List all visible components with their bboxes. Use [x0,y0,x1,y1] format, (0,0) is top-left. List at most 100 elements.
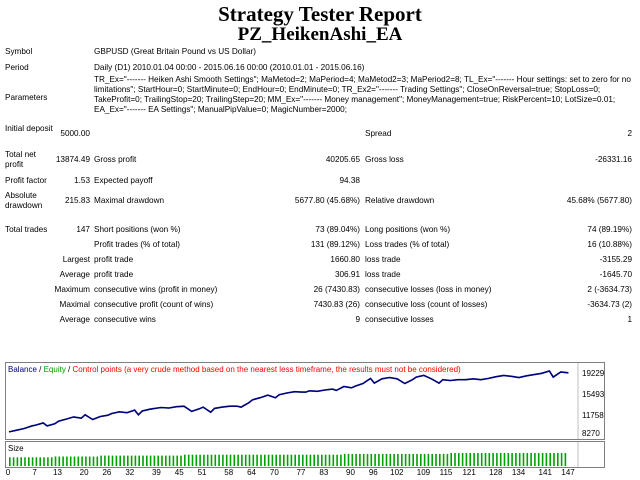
average-consecutive-losses-label: consecutive losses [365,315,434,324]
size-bar [218,454,220,466]
size-bar [168,455,171,466]
x-tick-label: 13 [53,468,62,477]
x-tick-label: 58 [224,468,234,477]
profit-trades-value: 131 (89.12%) [310,240,360,249]
size-bar [241,454,243,466]
period-value: Daily (D1) 2010.01.04 00:00 - 2015.06.16… [94,63,365,72]
size-bar [203,454,205,466]
legend-equity: Equity [43,365,66,374]
size-bar [439,453,441,466]
size-bar [12,457,15,466]
size-bar [107,455,110,466]
size-bar [309,454,312,466]
size-bar [206,454,209,466]
size-bar [488,453,491,466]
size-bar [324,454,327,466]
x-tick-label: 77 [296,468,306,477]
max-consecutive-wins-label: consecutive wins (profit in money) [94,285,218,294]
average-consecutive-losses-value: 1 [627,315,632,324]
size-bar [549,453,551,466]
average-consecutive-prefix: Average [59,315,90,324]
size-bar [142,455,144,466]
size-bar [332,454,335,466]
x-tick-label: 70 [269,468,279,477]
size-bar [47,457,49,466]
size-bar [127,455,129,466]
x-tick-label: 134 [511,468,526,477]
legend-separator: / [65,365,73,374]
size-bar [43,457,45,466]
equity-line [8,370,569,433]
spread-value: 2 [627,129,632,138]
loss-trades-value: 16 (10.88%) [587,240,632,249]
size-bar [553,453,555,466]
maximal-consecutive-profit-label: consecutive profit (count of wins) [94,300,214,309]
size-bar [92,456,95,466]
size-bar [492,453,494,466]
size-bar [252,454,255,466]
size-bar [54,456,57,466]
total-net-profit-value: 13874.49 [55,155,90,164]
size-bar [85,456,87,466]
x-tick-label: 45 [174,468,184,477]
gross-loss-value: -26331.16 [595,155,632,164]
relative-drawdown-value: 45.68% (5677.80) [566,196,632,205]
size-bar [389,453,392,466]
x-tick-label: 20 [79,468,89,477]
legend-separator: / [36,365,44,374]
size-bar [191,454,194,466]
legend-balance: Balance [8,365,37,374]
parameters-label: Parameters [5,93,48,102]
x-axis: 0 7 13 20 26 32 39 45 51 58 64 70 77 83 90 96 102 109 115 1… [0,468,640,480]
size-bar [229,454,232,466]
largest-loss-value: -3155.29 [599,255,632,264]
size-bar [16,457,19,466]
size-bar [305,454,308,466]
size-bar [100,455,102,466]
profit-factor-label: Profit factor [5,176,47,185]
x-tick-label: 115 [439,468,453,477]
size-bar [20,457,22,466]
report-title: Strategy Tester Report [218,2,422,26]
size-bar [271,454,274,466]
size-bar [119,455,121,466]
size-bar [564,453,567,466]
long-positions-label: Long positions (won %) [365,225,451,234]
size-bar [134,455,137,466]
gross-profit-label: Gross profit [94,155,137,164]
size-bar [111,455,114,466]
size-bar [496,453,498,466]
size-bar [88,456,91,466]
size-bar [545,453,548,466]
size-bar [96,456,99,466]
size-bar [530,453,532,466]
size-bar [172,455,175,466]
size-bar [511,453,513,466]
size-bar [518,453,521,466]
size-bar [153,455,156,466]
size-bar [435,453,437,466]
size-bar [35,457,38,466]
size-bar [195,454,198,466]
symbol-value: GBPUSD (Great Britain Pound vs US Dollar… [94,47,256,56]
x-tick-label: 0 [5,468,11,477]
maximal-consecutive-profit-value: 7430.83 (26) [313,300,360,309]
size-bar [423,453,426,466]
size-bar [73,456,76,466]
x-tick-label: 96 [368,468,378,477]
initial-deposit-value: 5000.00 [60,129,90,138]
x-tick-label: 7 [32,468,37,477]
size-bar [28,457,30,466]
largest-loss-label: loss trade [365,255,401,264]
spread-label: Spread [365,129,392,138]
size-bar [275,454,277,466]
average-profit-label: profit trade [94,270,134,279]
size-bar [256,454,258,466]
average-prefix: Average [59,270,90,279]
symbol-label: Symbol [5,47,33,56]
size-bar [214,454,217,466]
size-bar [104,455,106,466]
size-bar [351,453,354,466]
size-bar [381,453,384,466]
maximal-drawdown-value: 5677.80 (45.68%) [294,196,360,205]
